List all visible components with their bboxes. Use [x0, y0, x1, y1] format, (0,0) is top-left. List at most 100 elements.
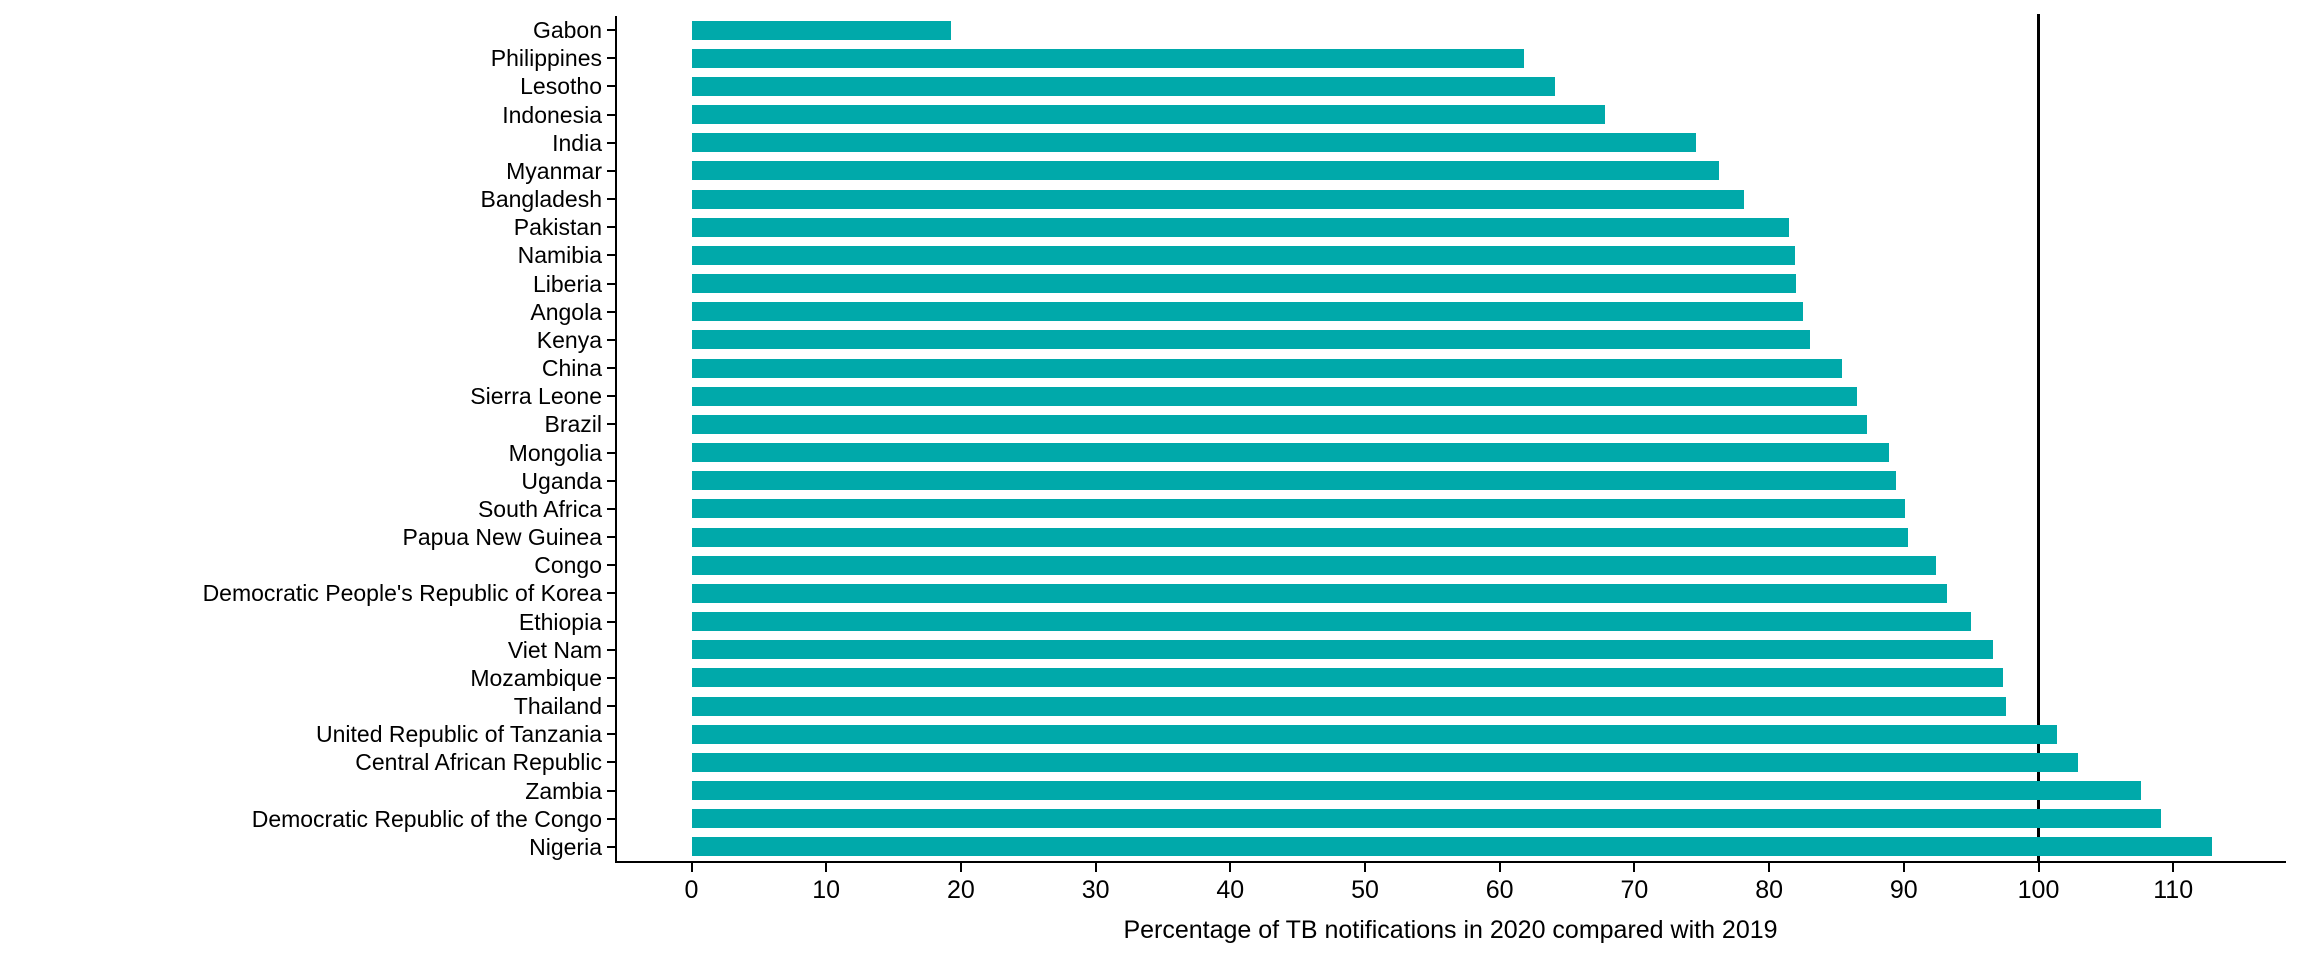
category-label: Papua New Guinea	[402, 524, 602, 551]
category-label: Viet Nam	[507, 636, 602, 663]
y-axis-tick	[607, 254, 615, 257]
category-label: Sierra Leone	[470, 383, 602, 410]
bar	[691, 471, 1896, 491]
bar	[691, 583, 1947, 603]
category-label: Uganda	[521, 467, 602, 494]
y-axis-tick	[607, 733, 615, 736]
y-axis-tick	[607, 761, 615, 764]
y-axis-tick	[607, 648, 615, 651]
bar	[691, 612, 1972, 632]
bar	[691, 809, 2162, 829]
x-axis-tick-label: 60	[1485, 876, 1514, 904]
category-label: Indonesia	[502, 101, 602, 128]
category-label: Myanmar	[506, 157, 602, 184]
category-label: Ethiopia	[518, 608, 602, 635]
bar	[691, 20, 952, 40]
y-axis-line	[615, 16, 617, 863]
x-axis-tick-label: 10	[812, 876, 841, 904]
bar	[691, 668, 2004, 688]
category-label: Zambia	[525, 777, 602, 804]
bar	[691, 189, 1744, 209]
y-axis-tick	[607, 845, 615, 848]
bar	[691, 161, 1720, 181]
x-axis-tick-label: 80	[1755, 876, 1783, 904]
category-label: Pakistan	[513, 214, 602, 241]
bar	[691, 443, 1889, 463]
y-axis-tick	[607, 423, 615, 426]
bar	[691, 555, 1937, 575]
x-axis-tick	[825, 863, 828, 872]
bar	[691, 696, 2007, 716]
x-axis-tick	[2037, 863, 2040, 872]
x-axis-tick-label: 110	[2153, 876, 2194, 904]
category-label: Central African Republic	[355, 749, 602, 776]
y-axis-tick	[607, 338, 615, 341]
bar	[691, 302, 1803, 322]
x-axis-tick	[1364, 863, 1366, 872]
y-axis-tick	[607, 198, 615, 201]
x-axis-tick	[959, 863, 962, 872]
bar	[691, 414, 1868, 434]
category-label: India	[552, 129, 602, 156]
category-label: Kenya	[536, 326, 602, 353]
bar	[691, 245, 1795, 265]
bar	[691, 752, 2078, 772]
x-axis-tick-label: 20	[946, 876, 975, 904]
x-axis-tick	[1902, 863, 1905, 872]
y-axis-tick	[607, 507, 615, 510]
bar	[691, 48, 1524, 68]
category-label: Brazil	[544, 411, 602, 438]
x-axis-tick-label: 30	[1081, 876, 1110, 904]
y-axis-tick	[607, 282, 615, 285]
category-label: Congo	[534, 552, 602, 579]
x-axis-tick-label: 40	[1216, 876, 1245, 904]
bar	[691, 837, 2213, 857]
category-label: Democratic People's Republic of Korea	[202, 580, 602, 607]
y-axis-tick	[607, 395, 615, 398]
bar	[691, 358, 1842, 378]
y-axis-tick	[607, 676, 615, 679]
category-label: Namibia	[517, 242, 602, 269]
x-axis-tick	[690, 863, 693, 872]
category-label: Mongolia	[508, 439, 602, 466]
y-axis-tick	[607, 169, 615, 172]
bar	[691, 274, 1797, 294]
category-label: Lesotho	[520, 73, 602, 100]
x-axis-tick	[1768, 863, 1771, 872]
bar	[691, 217, 1790, 237]
category-label: United Republic of Tanzania	[316, 721, 602, 748]
category-label: Philippines	[490, 45, 602, 72]
x-axis-line	[615, 861, 2286, 863]
y-axis-tick	[607, 57, 615, 60]
bar	[691, 527, 1908, 547]
bar	[691, 133, 1697, 153]
x-axis-title: Percentage of TB notifications in 2020 c…	[1123, 916, 1778, 944]
x-axis-tick	[1094, 863, 1097, 872]
y-axis-tick	[607, 141, 615, 144]
category-label: Gabon	[532, 17, 602, 44]
x-axis-tick-label: 50	[1351, 876, 1379, 904]
category-label: Mozambique	[470, 664, 602, 691]
category-label: South Africa	[477, 495, 602, 522]
y-axis-tick	[607, 789, 615, 792]
bar	[691, 386, 1857, 406]
category-label: Bangladesh	[480, 186, 603, 213]
y-axis-tick	[607, 536, 615, 539]
x-axis-tick	[1633, 863, 1636, 872]
y-axis-tick	[607, 479, 615, 482]
y-axis-tick	[607, 620, 615, 623]
y-axis-tick	[607, 226, 615, 229]
x-axis-tick	[1498, 863, 1501, 872]
category-label: Thailand	[513, 693, 602, 720]
y-axis-tick	[607, 310, 615, 313]
y-axis-tick	[607, 367, 615, 370]
x-axis-tick-label: 90	[1889, 876, 1918, 904]
y-axis-tick	[607, 705, 615, 708]
bar	[691, 499, 1906, 519]
x-axis-tick	[1229, 863, 1232, 872]
category-label: Angola	[530, 298, 602, 325]
category-label: China	[541, 355, 602, 382]
x-axis-tick-label: 100	[2017, 876, 2060, 904]
bar	[691, 330, 1810, 350]
